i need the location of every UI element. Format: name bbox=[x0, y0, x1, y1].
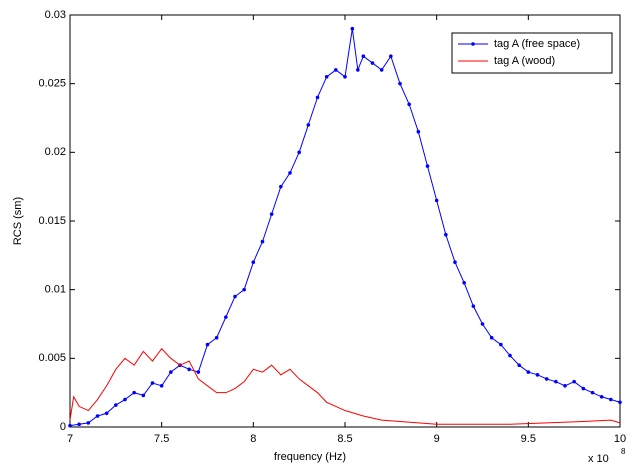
legend-marker bbox=[471, 42, 475, 46]
point bbox=[68, 423, 72, 428]
y-tick-label: 0.025 bbox=[38, 78, 66, 90]
point bbox=[618, 400, 622, 405]
plot-box bbox=[69, 14, 621, 428]
point bbox=[104, 411, 109, 416]
y-tick-label: 0.02 bbox=[45, 146, 66, 158]
point bbox=[453, 260, 457, 265]
point bbox=[471, 304, 476, 308]
point bbox=[141, 393, 146, 398]
point bbox=[535, 373, 540, 377]
point bbox=[242, 287, 246, 292]
y-tick-label: 0.01 bbox=[45, 284, 66, 296]
x-axis-label: frequency (Hz) bbox=[274, 451, 346, 463]
point bbox=[398, 81, 402, 86]
point bbox=[123, 397, 127, 402]
legend-box bbox=[451, 32, 613, 74]
point bbox=[205, 342, 210, 347]
point bbox=[425, 164, 430, 168]
point bbox=[480, 322, 485, 326]
point bbox=[508, 353, 512, 358]
point bbox=[214, 335, 219, 340]
point bbox=[599, 394, 604, 399]
x-tick-label: 8 bbox=[250, 433, 256, 445]
point bbox=[196, 370, 201, 374]
point bbox=[315, 95, 320, 100]
point bbox=[581, 386, 586, 391]
point bbox=[251, 260, 256, 265]
point bbox=[224, 315, 228, 319]
x-multiplier: x 10 bbox=[588, 453, 609, 465]
point bbox=[572, 379, 576, 384]
point bbox=[132, 390, 136, 395]
point bbox=[334, 68, 338, 72]
point bbox=[379, 68, 384, 72]
x-tick-label: 10 bbox=[614, 433, 626, 445]
point bbox=[279, 184, 283, 189]
y-axis-label: RCS (sm) bbox=[12, 197, 24, 245]
point bbox=[150, 381, 155, 385]
y-tick-label: 0 bbox=[60, 421, 66, 433]
x-multiplier-exponent: 8 bbox=[621, 447, 626, 456]
point bbox=[297, 150, 301, 155]
y-tick-label: 0.005 bbox=[38, 352, 66, 364]
legend-label: tag A (wood) bbox=[494, 55, 555, 67]
point bbox=[169, 370, 173, 374]
point bbox=[288, 171, 292, 175]
point bbox=[324, 75, 329, 79]
point bbox=[444, 232, 448, 237]
point bbox=[361, 54, 366, 58]
series-line bbox=[69, 28, 621, 427]
point bbox=[356, 68, 360, 72]
point bbox=[434, 198, 439, 203]
point bbox=[114, 403, 118, 407]
point bbox=[306, 123, 311, 127]
x-tick-label: 8.5 bbox=[337, 433, 352, 445]
point bbox=[563, 384, 567, 388]
point bbox=[407, 102, 411, 107]
point bbox=[260, 239, 265, 244]
point bbox=[350, 26, 355, 31]
point bbox=[269, 212, 274, 216]
y-tick-label: 0.03 bbox=[45, 9, 66, 21]
point bbox=[517, 363, 521, 368]
point bbox=[590, 390, 595, 395]
point bbox=[416, 129, 421, 134]
point bbox=[462, 281, 466, 285]
point bbox=[609, 397, 613, 402]
x-tick-label: 9 bbox=[434, 433, 440, 445]
legend-label: tag A (free space) bbox=[494, 38, 580, 50]
point bbox=[544, 377, 549, 381]
point bbox=[499, 342, 503, 347]
point bbox=[554, 379, 558, 384]
point bbox=[187, 367, 191, 372]
point bbox=[95, 414, 100, 418]
point bbox=[489, 335, 494, 340]
series-line bbox=[69, 347, 621, 425]
point bbox=[159, 384, 164, 388]
point bbox=[343, 75, 347, 79]
point bbox=[526, 370, 531, 374]
point bbox=[77, 422, 81, 427]
point bbox=[370, 61, 375, 65]
point bbox=[233, 294, 237, 299]
x-tick-label: 9.5 bbox=[521, 433, 536, 445]
y-tick-label: 0.015 bbox=[38, 215, 66, 227]
x-tick-label: 7 bbox=[67, 433, 73, 445]
point bbox=[86, 421, 91, 425]
point bbox=[389, 54, 393, 58]
x-tick-label: 7.5 bbox=[154, 433, 169, 445]
